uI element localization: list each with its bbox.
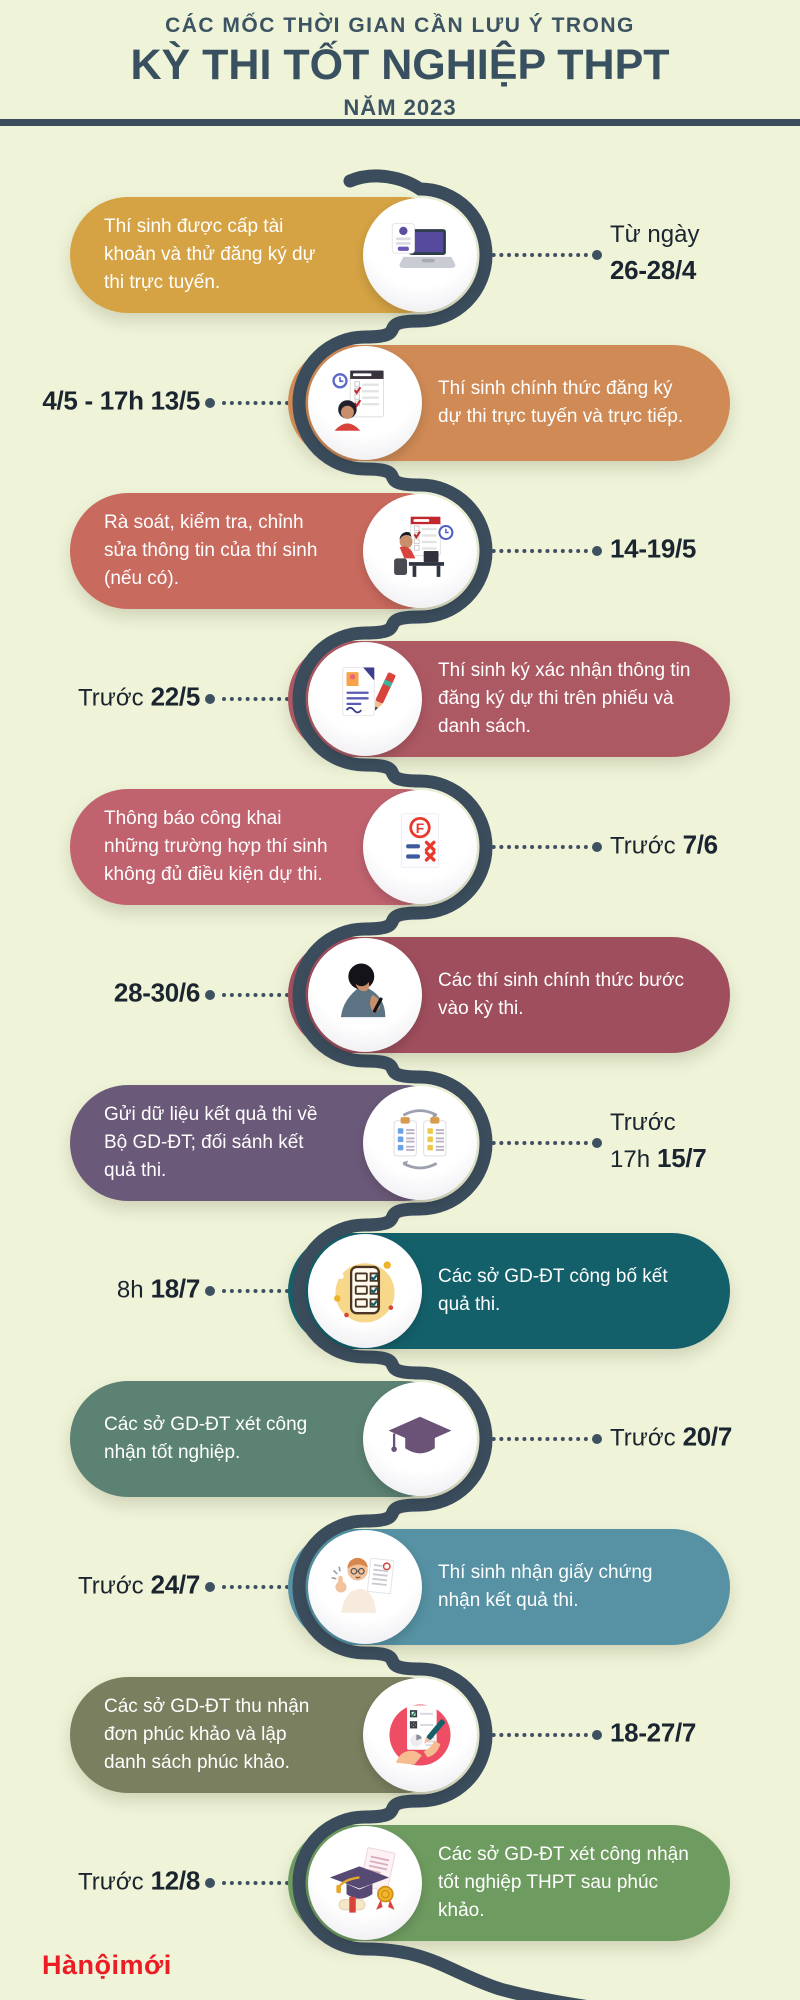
page-header: CÁC MỐC THỜI GIAN CẦN LƯU Ý TRONG KỲ THI… xyxy=(0,14,800,121)
date-line: Trước 20/7 xyxy=(610,1421,732,1452)
graduation-appeal-icon xyxy=(328,1846,402,1920)
milestone-icon-circle xyxy=(308,1826,422,1940)
milestone-icon-circle xyxy=(308,1234,422,1348)
connector-dot xyxy=(592,842,602,852)
date-line: 28-30/6 xyxy=(113,977,200,1008)
milestone-icon-circle xyxy=(363,1678,477,1792)
milestone-text: Các sở GD-ĐT thu nhận đơn phúc khảo và l… xyxy=(104,1695,310,1774)
announce-results-icon xyxy=(328,1254,402,1328)
dotted-connector xyxy=(222,697,297,701)
dotted-connector xyxy=(484,1733,588,1737)
certificate-receive-icon xyxy=(328,1550,402,1624)
milestone-date: 4/5 - 17h 13/5 xyxy=(8,385,200,422)
dotted-connector xyxy=(484,1141,588,1145)
connector-dot xyxy=(592,1434,602,1444)
connector-dot xyxy=(592,1730,602,1740)
dotted-connector xyxy=(484,549,588,553)
milestone-date: Trước 12/8 xyxy=(8,1865,200,1902)
appeal-collect-icon xyxy=(383,1698,457,1772)
milestone-date: Trước 24/7 xyxy=(8,1569,200,1606)
graduation-cap-icon xyxy=(383,1402,457,1476)
milestone-text: Gửi dữ liệu kết quả thi về Bộ GD-ĐT; đối… xyxy=(104,1103,318,1182)
milestone-date: Trước 7/6 xyxy=(610,829,790,866)
dotted-connector xyxy=(222,1881,297,1885)
exam-writing-icon xyxy=(328,958,402,1032)
header-kicker: CÁC MỐC THỜI GIAN CẦN LƯU Ý TRONG xyxy=(165,14,635,37)
milestone-icon-circle xyxy=(363,1086,477,1200)
milestone-text: Thông báo công khai những trường hợp thí… xyxy=(104,807,328,886)
connector-dot xyxy=(592,546,602,556)
connector-dot xyxy=(205,1286,215,1296)
connector-dot xyxy=(205,1582,215,1592)
hanoimoi-logo: Hànộimới xyxy=(42,1950,172,1980)
date-line: Trước 24/7 xyxy=(78,1569,200,1600)
date-line: Trước 22/5 xyxy=(78,681,200,712)
dotted-connector xyxy=(222,1289,297,1293)
milestone-icon-circle xyxy=(308,1530,422,1644)
connector-dot xyxy=(592,1138,602,1148)
milestone-icon-circle xyxy=(308,346,422,460)
date-line: 18-27/7 xyxy=(610,1717,697,1748)
milestone-icon-circle xyxy=(308,938,422,1052)
connector-dot xyxy=(205,398,215,408)
page-title: KỲ THI TỐT NGHIỆP THPT xyxy=(130,41,670,89)
date-line: 26-28/4 xyxy=(610,255,697,285)
date-line: 17h 15/7 xyxy=(610,1143,707,1173)
milestone-icon-circle xyxy=(363,198,477,312)
date-line: Trước 7/6 xyxy=(610,829,718,860)
milestone-icon-circle xyxy=(363,494,477,608)
svg-text:F: F xyxy=(416,820,424,836)
milestone-text: Thí sinh được cấp tài khoản và thử đăng … xyxy=(104,215,316,294)
milestone-icon-circle xyxy=(363,1382,477,1496)
date-line: 8h 18/7 xyxy=(116,1273,200,1304)
milestone-date: 28-30/6 xyxy=(8,977,200,1014)
milestone-icon-circle: F xyxy=(363,790,477,904)
date-line: 4/5 - 17h 13/5 xyxy=(42,385,200,416)
milestone-date: 8h 18/7 xyxy=(8,1273,200,1310)
dotted-connector xyxy=(484,253,588,257)
header-divider-bar xyxy=(0,119,800,126)
date-line: Trước 12/8 xyxy=(78,1865,200,1896)
laptop-login-icon xyxy=(383,218,457,292)
dotted-connector xyxy=(222,1585,297,1589)
milestone-text: Các sở GD-ĐT xét công nhận tốt nghiệp. xyxy=(104,1413,308,1463)
date-line: Từ ngày xyxy=(610,221,700,248)
connector-dot xyxy=(592,250,602,260)
milestone-date: Trước 22/5 xyxy=(8,681,200,718)
connector-dot xyxy=(205,1878,215,1888)
sign-confirm-icon xyxy=(328,662,402,736)
date-line: 14-19/5 xyxy=(610,533,697,564)
ineligible-notice-icon: F xyxy=(383,810,457,884)
milestone-text: Rà soát, kiểm tra, chỉnh sửa thông tin c… xyxy=(104,511,318,590)
milestone-date: Từ ngày 26-28/4 xyxy=(610,219,790,291)
dotted-connector xyxy=(484,1437,588,1441)
dotted-connector xyxy=(484,845,588,849)
connector-dot xyxy=(205,990,215,1000)
connector-dot xyxy=(205,694,215,704)
review-info-icon xyxy=(383,514,457,588)
milestone-date: Trước 20/7 xyxy=(610,1421,790,1458)
header-year: NĂM 2023 xyxy=(343,95,457,120)
milestone-date: 18-27/7 xyxy=(610,1717,790,1754)
online-register-icon xyxy=(328,366,402,440)
milestone-date: 14-19/5 xyxy=(610,533,790,570)
date-line: Trước xyxy=(610,1109,676,1136)
send-results-icon xyxy=(383,1106,457,1180)
dotted-connector xyxy=(222,401,297,405)
milestone-icon-circle xyxy=(308,642,422,756)
milestone-date: Trước 17h 15/7 xyxy=(610,1107,790,1179)
dotted-connector xyxy=(222,993,297,997)
